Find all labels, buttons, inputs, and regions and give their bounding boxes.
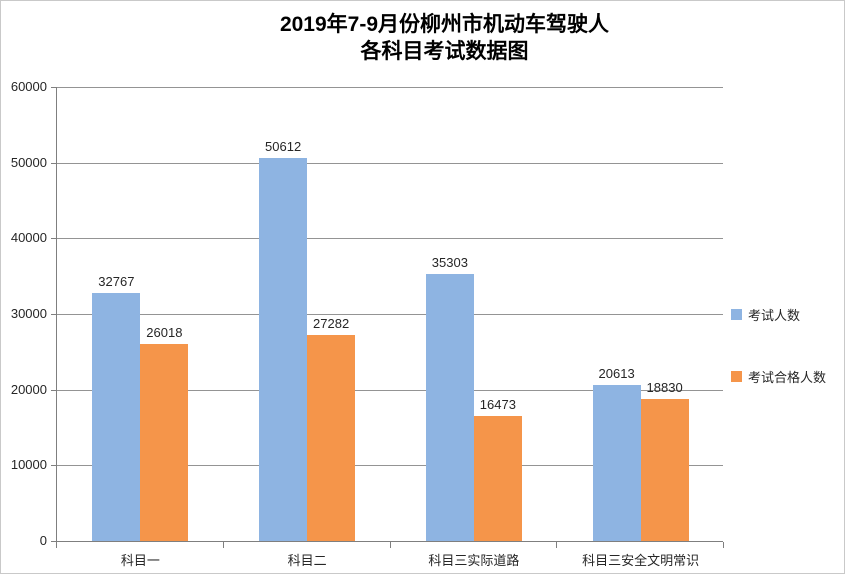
legend-item-考试人数: 考试人数 [731, 304, 826, 324]
y-tick-label: 20000 [10, 381, 47, 397]
legend: 考试人数考试合格人数 [731, 304, 826, 428]
gridline [57, 238, 723, 240]
value-label: 18830 [646, 379, 683, 395]
gridline [57, 389, 723, 391]
y-axis-tick [51, 87, 57, 88]
legend-item-考试合格人数: 考试合格人数 [731, 366, 826, 386]
bar-考试合格人数-科目三实际道路 [473, 416, 522, 541]
legend-label: 考试人数 [748, 307, 801, 323]
value-label: 35303 [431, 254, 468, 270]
bar-考试人数-科目一 [92, 293, 141, 541]
category-label: 科目二 [287, 553, 327, 568]
category-label: 科目一 [120, 553, 160, 568]
x-axis-tick [56, 542, 57, 548]
bar-考试人数-科目三安全文明常识 [592, 385, 641, 541]
y-tick-label: 0 [39, 533, 47, 548]
value-label: 50612 [265, 139, 302, 155]
y-tick-label: 40000 [10, 230, 47, 246]
value-label: 16473 [479, 397, 516, 413]
y-tick-label: 30000 [10, 306, 47, 321]
x-axis-tick [222, 542, 224, 548]
y-axis-tick [51, 389, 57, 391]
y-axis-tick [51, 162, 57, 164]
plot-area: 0 10000 20000 30000 40000 50000 60000 32767 2601… [11, 79, 724, 568]
value-label: 32767 [98, 274, 135, 290]
bar-考试合格人数-科目二 [307, 334, 356, 541]
y-tick-label: 50000 [10, 154, 47, 170]
chart-title: 2019年7-9月份柳州市机动车驾驶人 各科目考试数据图 [1, 11, 844, 65]
gridline [57, 87, 723, 88]
y-axis-tick [51, 465, 57, 467]
x-axis-tick [556, 542, 558, 548]
bar-考试合格人数-科目三安全文明常识 [640, 398, 689, 541]
gridline [57, 162, 723, 164]
y-axis-tick [51, 314, 57, 315]
value-label: 20613 [598, 366, 635, 382]
value-label: 26018 [146, 325, 183, 341]
chart-title-line2: 各科目考试数据图 [360, 40, 529, 63]
x-axis-tick [723, 542, 724, 548]
category-label: 科目三实际道路 [428, 553, 520, 568]
y-tick-label: 60000 [10, 79, 47, 94]
chart-title-line1: 2019年7-9月份柳州市机动车驾驶人 [279, 13, 610, 36]
bar-考试合格人数-科目一 [140, 344, 189, 541]
y-tick-label: 10000 [10, 457, 47, 473]
y-axis-tick [51, 541, 57, 542]
legend-label: 考试合格人数 [748, 369, 827, 385]
bar-考试人数-科目三实际道路 [425, 273, 474, 541]
legend-marker-square [731, 370, 742, 382]
y-axis-tick [51, 238, 57, 240]
category-label: 科目三安全文明常识 [582, 553, 700, 568]
gridline [57, 465, 723, 467]
gridline [57, 314, 723, 315]
bar-考试人数-科目二 [259, 158, 308, 541]
legend-marker-square [731, 308, 742, 320]
x-axis-tick [389, 542, 391, 548]
value-label: 27282 [313, 315, 350, 331]
